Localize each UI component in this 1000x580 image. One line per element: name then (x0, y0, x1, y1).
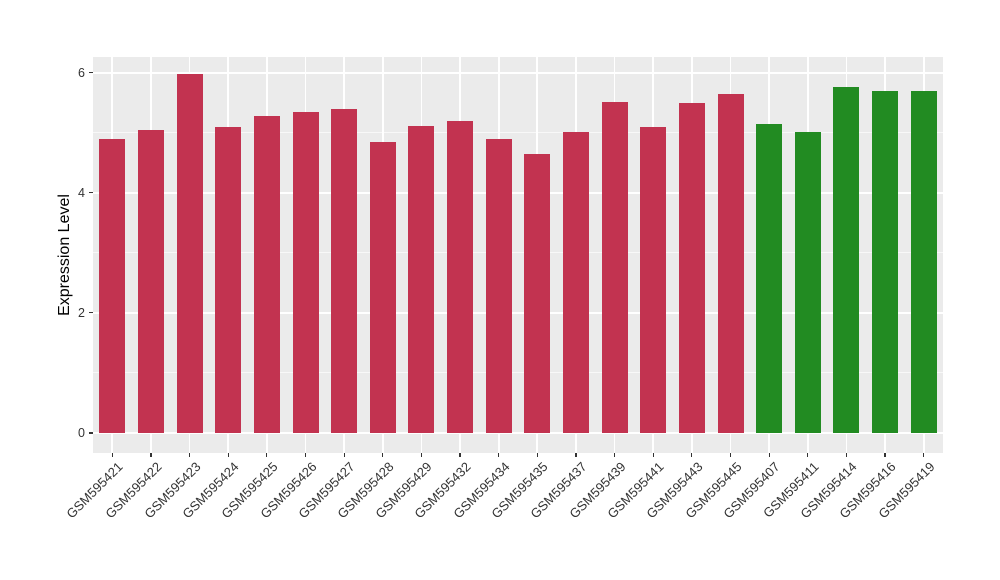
plot-panel (93, 57, 943, 453)
minor-gridline (93, 132, 943, 134)
minor-gridline (93, 372, 943, 374)
x-tick-mark (343, 453, 345, 457)
y-tick-label: 4 (78, 185, 85, 200)
x-tick-mark (613, 453, 616, 457)
y-tick-mark (88, 192, 93, 194)
major-gridline (93, 432, 943, 434)
y-tick-label: 0 (78, 426, 85, 440)
bar-GSM595426 (292, 111, 319, 433)
x-tick-mark (729, 453, 732, 457)
x-tick-mark (459, 453, 461, 457)
bar-GSM595425 (253, 115, 280, 433)
bar-GSM595439 (601, 101, 628, 433)
bar-GSM595429 (408, 126, 435, 433)
bar-GSM595424 (215, 127, 242, 433)
x-tick-mark (884, 453, 886, 457)
bar-GSM595414 (833, 87, 860, 433)
x-tick-mark (382, 453, 384, 457)
x-tick-mark (150, 453, 152, 457)
x-tick-mark (845, 453, 847, 457)
x-tick-mark (536, 453, 538, 457)
bar-GSM595427 (331, 108, 358, 433)
y-tick-mark (88, 432, 93, 434)
bar-GSM595428 (369, 141, 396, 433)
x-tick-mark (498, 453, 500, 457)
x-tick-mark (266, 453, 268, 457)
bar-GSM595416 (872, 90, 899, 433)
x-tick-mark (420, 453, 422, 457)
bar-GSM595411 (794, 131, 821, 433)
bar-GSM595432 (447, 121, 474, 433)
bar-GSM595435 (524, 154, 551, 433)
y-tick-label: 6 (78, 65, 85, 80)
bar-GSM595443 (678, 102, 705, 433)
bar-GSM595407 (756, 123, 783, 433)
y-tick-mark (88, 72, 93, 74)
bar-GSM595422 (137, 130, 164, 433)
bar-GSM595441 (640, 127, 667, 433)
major-gridline (93, 311, 943, 314)
y-axis-title: Expression Level (56, 194, 73, 316)
x-tick-mark (652, 453, 654, 457)
bar-GSM595423 (176, 73, 203, 433)
y-tick-label: 2 (78, 305, 85, 320)
x-tick-mark (691, 453, 693, 457)
x-tick-mark (227, 453, 229, 457)
minor-gridline (93, 252, 943, 254)
bar-GSM595421 (99, 139, 126, 433)
bar-GSM595437 (562, 131, 589, 433)
major-gridline (93, 71, 943, 74)
x-tick-mark (111, 453, 113, 457)
y-tick-mark (88, 312, 93, 314)
bar-GSM595419 (910, 90, 937, 433)
x-tick-mark (575, 453, 577, 457)
bar-GSM595445 (717, 94, 744, 433)
x-tick-mark (188, 453, 191, 457)
x-tick-mark (807, 453, 809, 457)
x-tick-mark (768, 453, 770, 457)
major-gridline (93, 191, 943, 194)
x-tick-mark (923, 453, 925, 457)
bar-GSM595434 (485, 138, 512, 433)
x-tick-mark (304, 453, 307, 457)
